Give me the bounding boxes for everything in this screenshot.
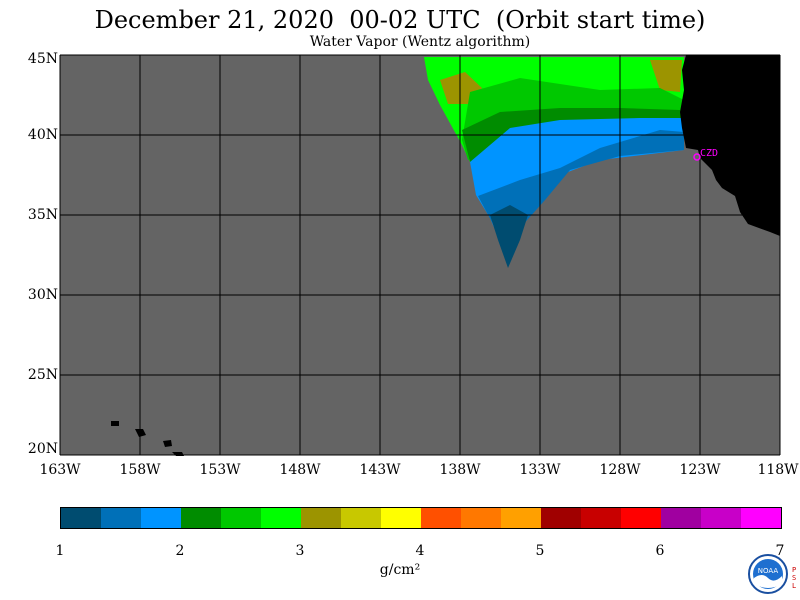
swath-darkblue-core [490,205,528,268]
colorbar-segment [261,508,301,528]
colorbar-segment [141,508,181,528]
colorbar-segment [221,508,261,528]
colorbar-tick-3: 3 [295,543,305,559]
satellite-swath [424,57,684,268]
colorbar-segment [621,508,661,528]
map-title: December 21, 2020 00-02 UTC (Orbit start… [94,6,706,34]
colorbar-tick-4: 4 [415,543,425,559]
lon-label-123w: 123W [679,462,721,478]
colorbar-segment [701,508,741,528]
colorbar-segment [661,508,701,528]
colorbar-tick-2: 2 [175,543,185,559]
colorbar-segment [501,508,541,528]
station-circle [693,153,701,161]
lon-label-148w: 148W [279,462,321,478]
gridlines [59,54,781,456]
swath-midblue-band [478,130,684,262]
colorbar-tick-5: 5 [535,543,545,559]
lat-label-20n: 20N [27,441,58,457]
colorbar-segment [421,508,461,528]
colorbar-segment [101,508,141,528]
colorbar-segment [341,508,381,528]
hawaii-island-1 [111,421,119,426]
lat-label-35n: 35N [27,207,58,223]
colorbar-segment [541,508,581,528]
psl-mark: P S L [792,566,797,590]
swath-yellowgreen-patch-2 [650,60,682,92]
colorbar-segment [301,508,341,528]
lon-label-138w: 138W [439,462,481,478]
colorbar [60,507,782,529]
colorbar-segment [461,508,501,528]
colorbar-segment [181,508,221,528]
lon-label-153w: 153W [199,462,241,478]
water-vapor-map: CZD [59,54,781,456]
station-label: CZD [700,148,718,159]
colorbar-segment [381,508,421,528]
noaa-logo: NOAA [748,554,788,594]
lat-label-25n: 25N [27,367,58,383]
colorbar-tick-1: 1 [55,543,65,559]
lon-label-158w: 158W [119,462,161,478]
station-marker: CZD [693,148,718,161]
lon-label-128w: 128W [599,462,641,478]
noaa-logo-text: NOAA [758,567,779,575]
lon-label-133w: 133W [519,462,561,478]
lat-label-45n: 45N [27,51,58,67]
lon-label-118w: 118W [757,462,799,478]
lon-label-163w: 163W [39,462,81,478]
lat-label-40n: 40N [27,127,58,143]
map-subtitle: Water Vapor (Wentz algorithm) [309,34,531,50]
north-america-coast [680,55,780,236]
lat-label-30n: 30N [27,287,58,303]
colorbar-segment [741,508,781,528]
colorbar-unit: g/cm² [379,562,421,578]
colorbar-tick-6: 6 [655,543,665,559]
colorbar-tick-7: 7 [775,543,785,559]
lon-label-143w: 143W [359,462,401,478]
hawaii-island-3 [163,440,172,447]
colorbar-segment [581,508,621,528]
colorbar-segment [61,508,101,528]
